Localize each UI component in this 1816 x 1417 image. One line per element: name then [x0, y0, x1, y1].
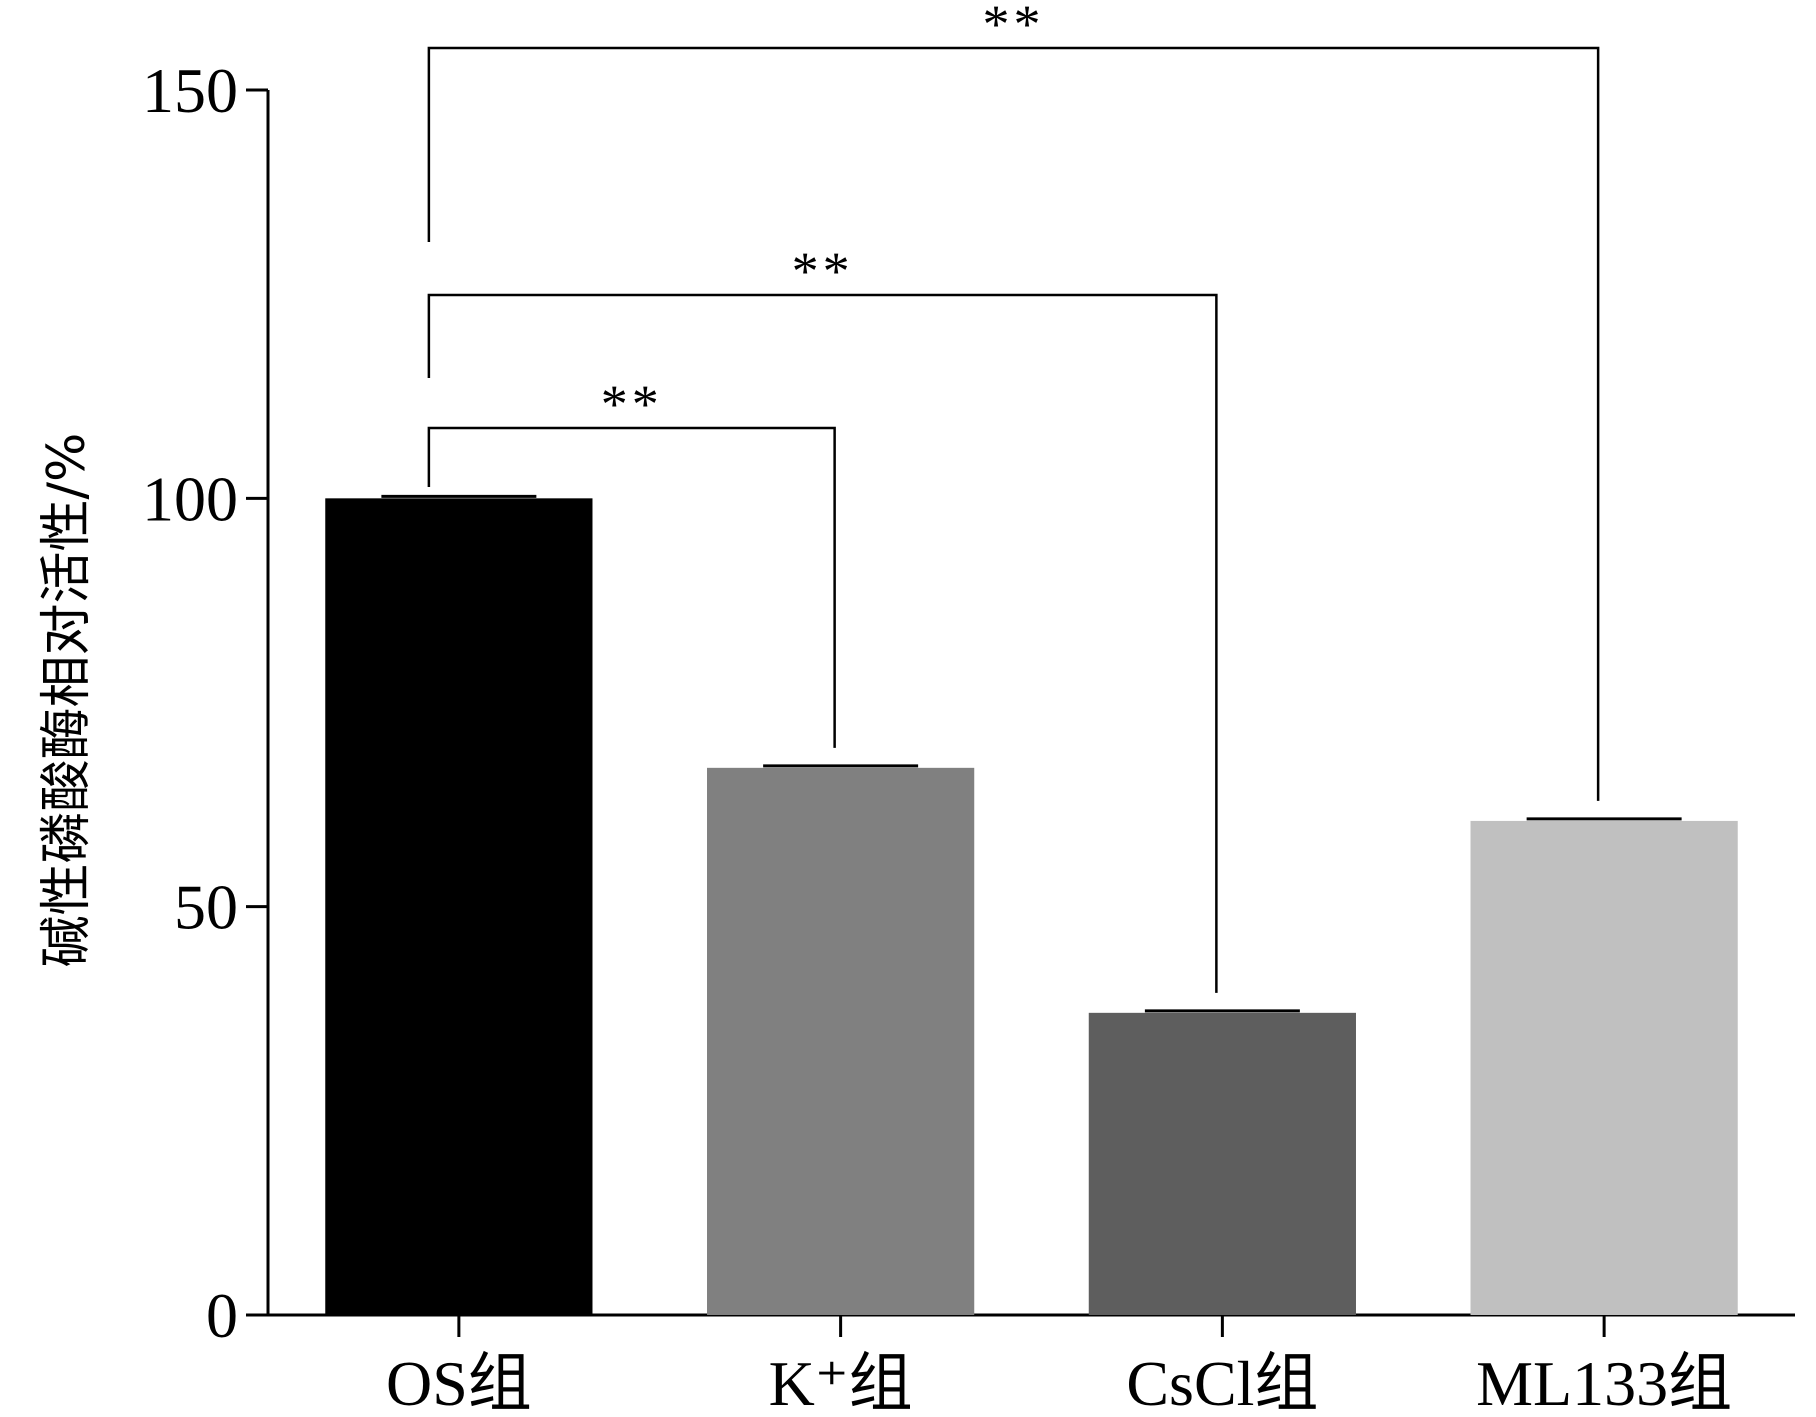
significance-bracket [427, 426, 836, 748]
x-tick-label: K⁺组 [769, 1348, 913, 1417]
bar [1088, 1012, 1356, 1315]
significance-label: ** [792, 241, 854, 301]
x-ticks: OS组 K⁺组 CsCl组 ML133组 [386, 1315, 1732, 1417]
y-ticks: 0 50 100 150 [142, 55, 268, 1351]
bar [1470, 820, 1738, 1315]
y-tick-label: 100 [142, 463, 238, 534]
y-axis-title-group: 碱性磷酸酶相对活性/% [37, 433, 97, 968]
significance-bracket [427, 46, 1600, 801]
bar [325, 498, 593, 1315]
y-tick-label: 0 [206, 1280, 238, 1351]
bar [707, 767, 975, 1315]
x-tick-label: OS组 [386, 1348, 532, 1417]
bars [325, 494, 1738, 1315]
significance-brackets: ** ** ** [427, 0, 1600, 993]
x-tick-label: ML133组 [1476, 1348, 1732, 1417]
y-tick-label: 50 [174, 872, 238, 943]
y-tick-label: 150 [142, 55, 238, 126]
significance-label: ** [983, 0, 1045, 54]
significance-label: ** [601, 374, 663, 434]
x-tick-label: CsCl组 [1126, 1348, 1318, 1417]
y-axis-title: 碱性磷酸酶相对活性/% [37, 433, 97, 968]
significance-bracket [427, 293, 1218, 993]
